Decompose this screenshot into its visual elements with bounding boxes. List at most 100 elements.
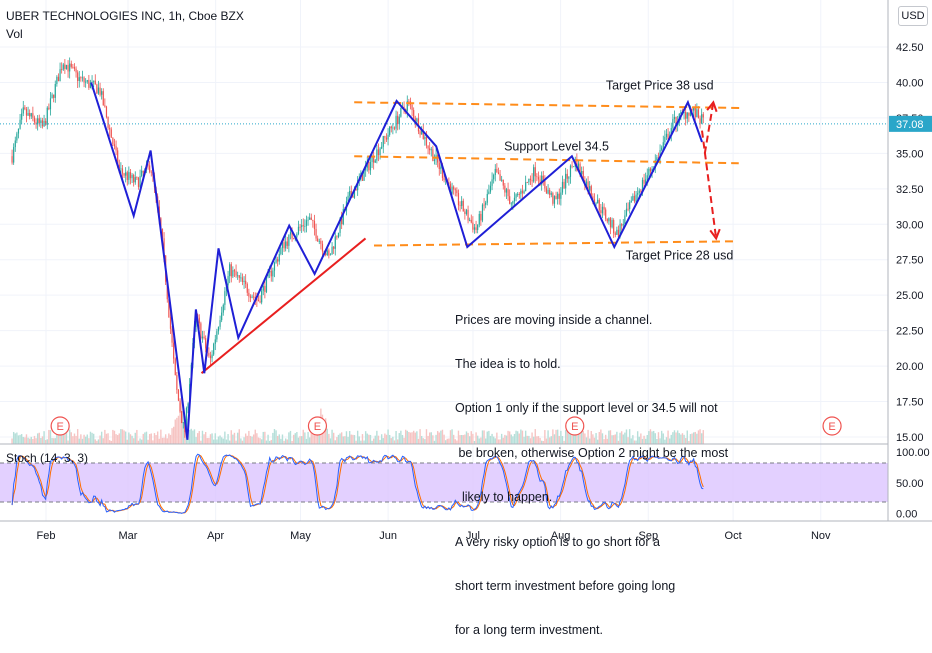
volume-bar [244, 433, 247, 444]
note-line: Option 1 only if the support level or 34… [455, 401, 718, 416]
candle-body [211, 354, 213, 359]
candle-body [545, 188, 548, 194]
volume-bar [107, 433, 109, 444]
candle-body [336, 236, 338, 238]
zigzag-line [90, 82, 703, 440]
volume-bar [420, 435, 423, 444]
candle-body [469, 219, 471, 221]
volume-bar [96, 440, 98, 444]
volume-bar [100, 431, 103, 444]
candle-body [422, 130, 424, 139]
candle-body [702, 114, 704, 118]
volume-bar [686, 430, 688, 444]
volume-bar [681, 433, 684, 444]
candle-body [128, 172, 130, 180]
volume-bar [230, 430, 232, 444]
volume-bar [307, 432, 309, 444]
candle-body [512, 201, 514, 204]
candle-body [16, 133, 18, 141]
volume-bar [243, 437, 245, 444]
candle-body [96, 84, 98, 94]
candle-body [32, 113, 34, 118]
candle-body [593, 199, 596, 204]
candle-body [595, 203, 597, 205]
candle-body [590, 186, 592, 197]
volume-bar [132, 438, 135, 444]
volume-bar [660, 430, 663, 444]
last-price-tag-text: 37.08 [896, 119, 924, 131]
volume-bar [675, 432, 677, 444]
volume-bar [278, 434, 280, 444]
candle-body [465, 209, 468, 214]
candle-body [601, 206, 604, 214]
volume-bar [344, 436, 346, 444]
candle-body [75, 68, 77, 73]
volume-bar [52, 438, 55, 444]
trend-line [200, 237, 367, 374]
volume-bar [254, 429, 256, 444]
candle-body [301, 225, 303, 227]
volume-bar [617, 440, 620, 444]
candle-body [49, 98, 52, 110]
volume-bar [536, 436, 538, 444]
candle-body [453, 186, 455, 190]
candle-body [629, 202, 631, 210]
volume-bar [249, 435, 252, 444]
candle-body [93, 80, 95, 82]
volume-bar [614, 434, 616, 444]
candle-body [265, 276, 268, 292]
candle-body [185, 407, 188, 433]
candle-body [541, 175, 543, 185]
candle-body [686, 112, 688, 119]
volume-bar [488, 430, 490, 444]
volume-bar [19, 434, 21, 444]
candle-body [280, 247, 282, 255]
volume-bar [382, 438, 384, 444]
volume-bar [616, 431, 618, 444]
volume-bar [67, 440, 69, 444]
volume-bar [112, 429, 114, 444]
candle-body [374, 160, 376, 163]
volume-bar [121, 429, 124, 444]
earnings-marker [50, 416, 70, 436]
candle-body [641, 179, 644, 192]
volume-bar [395, 430, 397, 444]
volume-bar [587, 429, 589, 444]
price-tick-label: 15.00 [896, 432, 924, 444]
candle-body [627, 208, 629, 210]
price-tick-label: 25.00 [896, 290, 924, 302]
candle-body [691, 108, 693, 111]
volume-bar [57, 430, 60, 444]
volume-bar [689, 434, 692, 444]
volume-bar [188, 429, 191, 444]
volume-bar [128, 432, 130, 444]
volume-bar [595, 433, 597, 444]
time-axis: Feb Mar Apr May Jun Jul Aug Sep Oct Nov [37, 530, 832, 542]
candle-body [64, 64, 66, 69]
candle-body [539, 179, 541, 185]
volume-bar [638, 436, 640, 444]
volume-bar [556, 429, 559, 444]
volume-bar [451, 429, 453, 444]
volume-bars [11, 395, 704, 444]
candle-body [45, 121, 47, 125]
volume-bar [632, 435, 634, 444]
volume-bar [528, 435, 530, 444]
candle-body [121, 168, 124, 174]
candle-body [384, 136, 386, 138]
candle-body [29, 113, 31, 117]
volume-bar [308, 437, 311, 444]
volume-bar [374, 435, 376, 444]
candle-body [521, 190, 524, 194]
candle-body [126, 172, 128, 180]
volume-bar [35, 438, 37, 444]
volume-bar [76, 429, 79, 444]
volume-bar [611, 435, 613, 444]
currency-button[interactable]: USD [898, 6, 928, 26]
candle-body [478, 213, 480, 225]
candle-body [208, 352, 210, 356]
volume-bar [502, 437, 504, 444]
candle-body [326, 250, 328, 255]
volume-bar [336, 437, 338, 444]
